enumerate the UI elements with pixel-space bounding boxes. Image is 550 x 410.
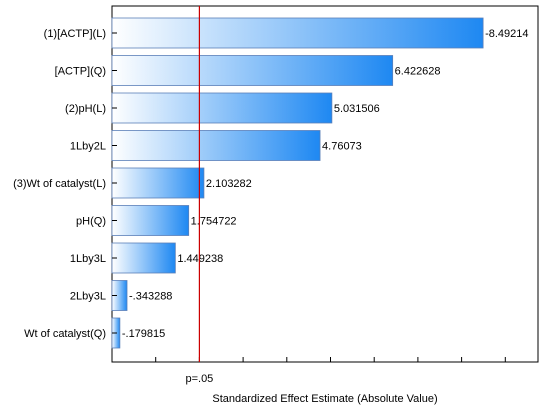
bar	[111, 17, 484, 49]
category-label: Wt of catalyst(Q)	[24, 328, 106, 340]
bar-value-label: 1.754722	[191, 216, 237, 228]
bar	[111, 242, 176, 274]
category-label: 1Lby2L	[70, 141, 106, 153]
category-label: (3)Wt of catalyst(L)	[13, 178, 106, 190]
bar	[111, 167, 205, 199]
category-label: [ACTP](Q)	[55, 66, 106, 78]
category-label: 2Lby3L	[70, 291, 106, 303]
bar	[111, 130, 321, 161]
bar	[111, 205, 190, 236]
bar-value-label: -8.49214	[485, 28, 528, 40]
category-label: (2)pH(L)	[65, 103, 106, 115]
bar	[111, 92, 333, 124]
bar	[111, 55, 394, 86]
category-labels: -8.49214 (1)[ACTP](L) 6.422628 [ACTP](Q) 5.0…	[13, 28, 528, 340]
category-label: pH(Q)	[76, 216, 106, 228]
bar-value-label: 6.422628	[395, 66, 441, 78]
category-label: (1)[ACTP](L)	[44, 28, 106, 40]
significance-label: p=.05	[185, 373, 213, 385]
bar-value-label: -.343288	[129, 291, 172, 303]
bar-value-label: 2.103282	[206, 178, 252, 190]
bar-value-label: 5.031506	[334, 103, 380, 115]
bars-layer	[111, 17, 484, 349]
x-axis-title: Standardized Effect Estimate (Absolute V…	[212, 393, 437, 405]
bar-value-label: 4.76073	[322, 141, 362, 153]
bar-value-label: 1.449238	[177, 253, 223, 265]
bar-value-label: -.179815	[122, 328, 165, 340]
category-label: 1Lby3L	[70, 253, 106, 265]
